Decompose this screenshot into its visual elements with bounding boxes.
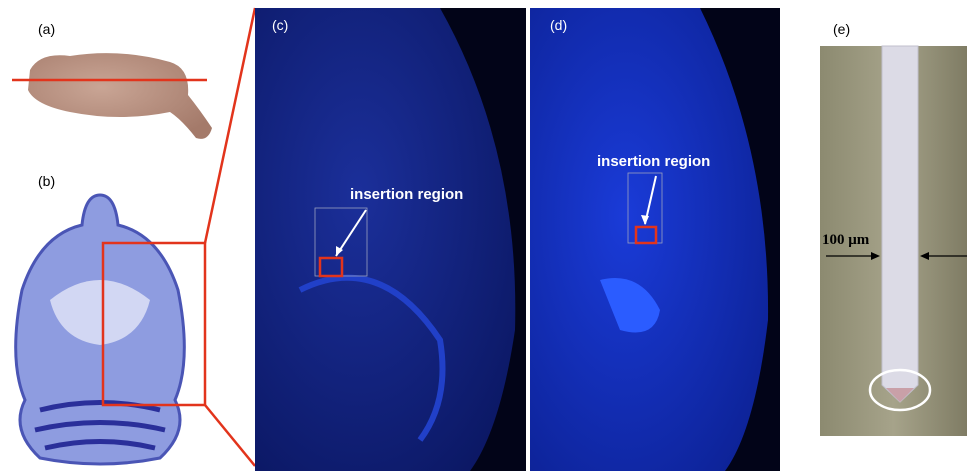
panel-c: (c) insertion region [255,8,526,471]
scale-label: 100 μm [822,232,870,248]
panel-e: (e) 100 μm [820,21,967,436]
annotation: insertion region [597,153,710,170]
probe [882,46,918,402]
panel-label: (e) [833,21,850,37]
panel-label: (a) [38,21,55,37]
panel-label: (d) [550,17,567,33]
panel-label: (c) [272,17,288,33]
panel-a: (a) [12,21,212,139]
brain-photo [28,53,212,139]
zoom-line [205,8,255,243]
annotation: insertion region [350,186,463,203]
zoom-line [205,405,255,466]
figure: (a) (b) (c) insertion region (d) inserti [0,0,967,471]
panel-label: (b) [38,173,55,189]
panel-d: (d) insertion region [530,8,780,471]
